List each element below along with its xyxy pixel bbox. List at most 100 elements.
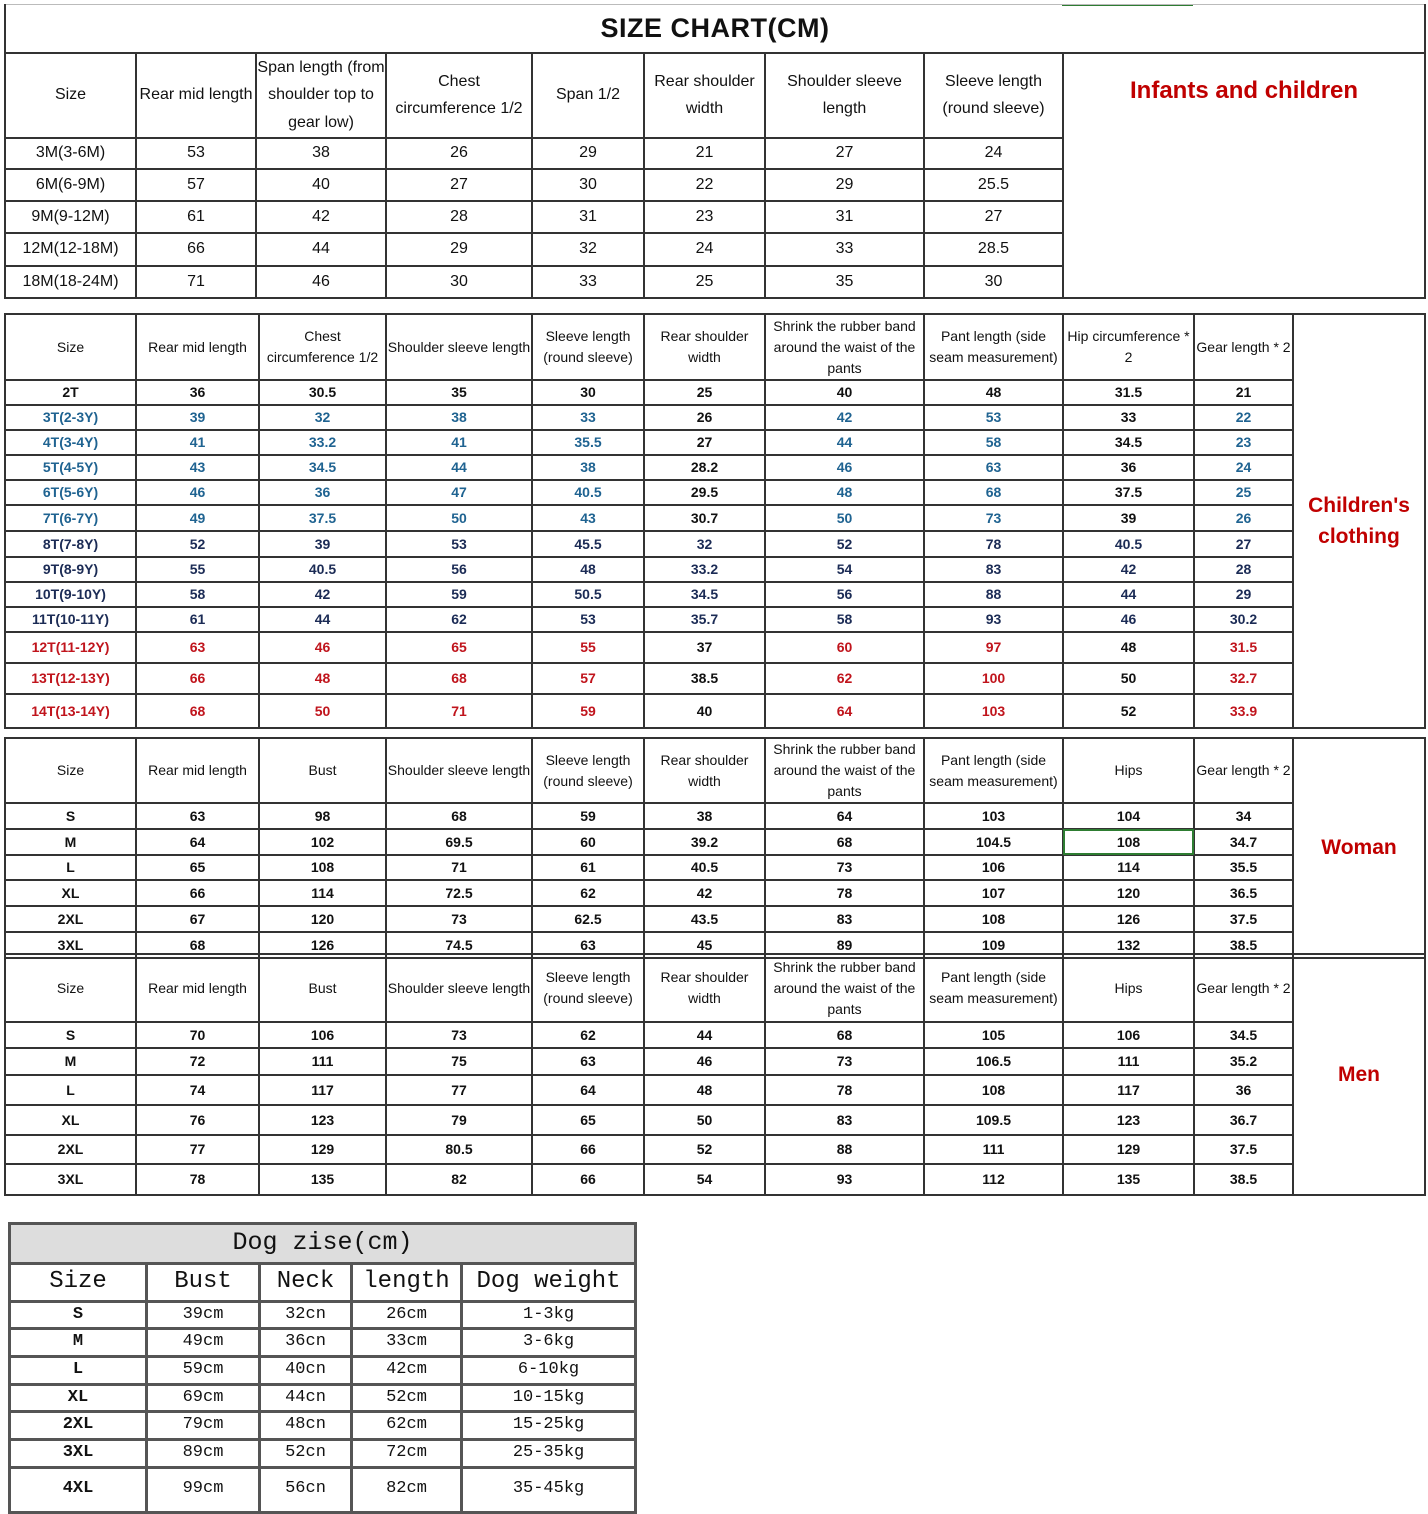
value-cell: 33.2 bbox=[643, 556, 766, 583]
value-cell: 46 bbox=[643, 1047, 766, 1076]
size-cell: L bbox=[4, 1074, 137, 1106]
value-cell: 48 bbox=[643, 1074, 766, 1106]
size-cell: 9M(9-12M) bbox=[4, 199, 137, 234]
value-cell: 48 bbox=[531, 556, 645, 583]
column-header: Hips bbox=[1062, 737, 1195, 804]
size-cell: 2XL bbox=[8, 1410, 148, 1441]
value-cell: 36.7 bbox=[1193, 1104, 1294, 1136]
column-header: Gear length * 2 bbox=[1193, 953, 1294, 1023]
selected-cell[interactable]: 108 bbox=[1062, 828, 1195, 856]
column-header: Neck bbox=[258, 1262, 353, 1303]
table-row: 14T(13-14Y) 68 50 71 59 40 64 103 52 33.9 bbox=[4, 693, 1425, 729]
value-cell: 33cm bbox=[350, 1327, 463, 1359]
value-cell: 109.5 bbox=[923, 1104, 1064, 1136]
value-cell: 62 bbox=[764, 662, 925, 695]
value-cell: 38 bbox=[255, 136, 387, 170]
value-cell: 53 bbox=[135, 136, 257, 170]
size-cell: S bbox=[4, 802, 137, 830]
column-header: Gear length * 2 bbox=[1193, 313, 1294, 381]
value-cell: 106 bbox=[1062, 1021, 1195, 1049]
value-cell: 58 bbox=[764, 606, 925, 633]
value-cell: 58 bbox=[135, 581, 260, 608]
value-cell: 30 bbox=[923, 264, 1064, 299]
value-cell: 88 bbox=[923, 581, 1064, 608]
column-header: Bust bbox=[258, 953, 387, 1023]
value-cell: 80.5 bbox=[385, 1134, 533, 1165]
value-cell: 71 bbox=[135, 264, 257, 299]
value-cell: 64 bbox=[764, 802, 925, 830]
value-cell: 44 bbox=[255, 231, 387, 267]
value-cell: 27 bbox=[764, 136, 925, 170]
value-cell: 89cm bbox=[145, 1438, 261, 1469]
value-cell: 55 bbox=[135, 556, 260, 583]
value-cell: 43.5 bbox=[643, 905, 766, 933]
value-cell: 135 bbox=[258, 1163, 387, 1196]
value-cell: 35 bbox=[385, 379, 533, 406]
value-cell: 36.5 bbox=[1193, 879, 1294, 907]
column-header: Shrink the rubber band around the waist … bbox=[764, 737, 925, 804]
men-size-table: Size Rear mid length Bust Shoulder sleeve l… bbox=[4, 953, 1426, 1196]
column-header: Sleeve length (round sleeve) bbox=[531, 737, 645, 804]
size-cell: 3XL bbox=[4, 1163, 137, 1196]
value-cell: 27 bbox=[385, 167, 533, 202]
dog-size-table: Dog zise(cm) Size Bust Neck length Dog weight… bbox=[7, 1222, 638, 1514]
table-row: S 63 98 68 59 38 64 103 104 34 bbox=[4, 802, 1425, 830]
value-cell: 78 bbox=[764, 1074, 925, 1106]
value-cell: 23 bbox=[1193, 429, 1294, 456]
value-cell: 46 bbox=[255, 264, 387, 299]
value-cell: 3-6kg bbox=[459, 1327, 638, 1359]
value-cell: 50 bbox=[643, 1104, 766, 1136]
value-cell: 79 bbox=[385, 1104, 533, 1136]
header-row: Size Rear mid length Span length (from sho… bbox=[4, 51, 1427, 299]
value-cell: 26 bbox=[385, 136, 533, 170]
size-cell: 7T(6-7Y) bbox=[4, 504, 137, 532]
column-header: Dog weight bbox=[459, 1262, 638, 1303]
value-cell: 33 bbox=[764, 231, 925, 267]
table-row: L 59cm 40cn 42cm 6-10kg bbox=[8, 1355, 638, 1386]
value-cell: 35.7 bbox=[643, 606, 766, 633]
column-header: Rear mid length bbox=[135, 737, 260, 804]
value-cell: 100 bbox=[923, 662, 1064, 695]
value-cell: 64 bbox=[135, 828, 260, 856]
table-row: 5T(4-5Y) 43 34.5 44 38 28.2 46 63 36 24 bbox=[4, 454, 1425, 481]
value-cell: 59cm bbox=[145, 1355, 261, 1386]
value-cell: 108 bbox=[923, 905, 1064, 933]
value-cell: 70 bbox=[135, 1021, 260, 1049]
value-cell: 54 bbox=[643, 1163, 766, 1196]
value-cell: 71 bbox=[385, 693, 533, 729]
size-cell: 6T(5-6Y) bbox=[4, 479, 137, 506]
value-cell: 58 bbox=[923, 429, 1064, 456]
value-cell: 61 bbox=[531, 854, 645, 881]
value-cell: 68 bbox=[764, 828, 925, 856]
value-cell: 44 bbox=[385, 454, 533, 481]
value-cell: 39 bbox=[135, 404, 260, 431]
value-cell: 35 bbox=[764, 264, 925, 299]
value-cell: 35.2 bbox=[1193, 1047, 1294, 1076]
value-cell: 50.5 bbox=[531, 581, 645, 608]
value-cell: 35-45kg bbox=[459, 1465, 638, 1514]
value-cell: 42 bbox=[258, 581, 387, 608]
value-cell: 117 bbox=[258, 1074, 387, 1106]
value-cell: 126 bbox=[1062, 905, 1195, 933]
value-cell: 63 bbox=[923, 454, 1064, 481]
value-cell: 25.5 bbox=[923, 167, 1064, 202]
value-cell: 28 bbox=[385, 199, 533, 234]
value-cell: 37 bbox=[643, 631, 766, 664]
value-cell: 24 bbox=[1193, 454, 1294, 481]
value-cell: 68 bbox=[385, 662, 533, 695]
value-cell: 42 bbox=[255, 199, 387, 234]
value-cell: 15-25kg bbox=[459, 1410, 638, 1441]
value-cell: 123 bbox=[1062, 1104, 1195, 1136]
value-cell: 34.5 bbox=[1193, 1021, 1294, 1049]
value-cell: 29 bbox=[764, 167, 925, 202]
value-cell: 22 bbox=[643, 167, 766, 202]
table-row: 3XL 78 135 82 66 54 93 112 135 38.5 bbox=[4, 1163, 1425, 1196]
value-cell: 33.2 bbox=[258, 429, 387, 456]
value-cell: 106 bbox=[258, 1021, 387, 1049]
value-cell: 50 bbox=[385, 504, 533, 532]
value-cell: 46 bbox=[135, 479, 260, 506]
size-cell: 4T(3-4Y) bbox=[4, 429, 137, 456]
value-cell: 25 bbox=[643, 264, 766, 299]
value-cell: 29.5 bbox=[643, 479, 766, 506]
value-cell: 39.2 bbox=[643, 828, 766, 856]
